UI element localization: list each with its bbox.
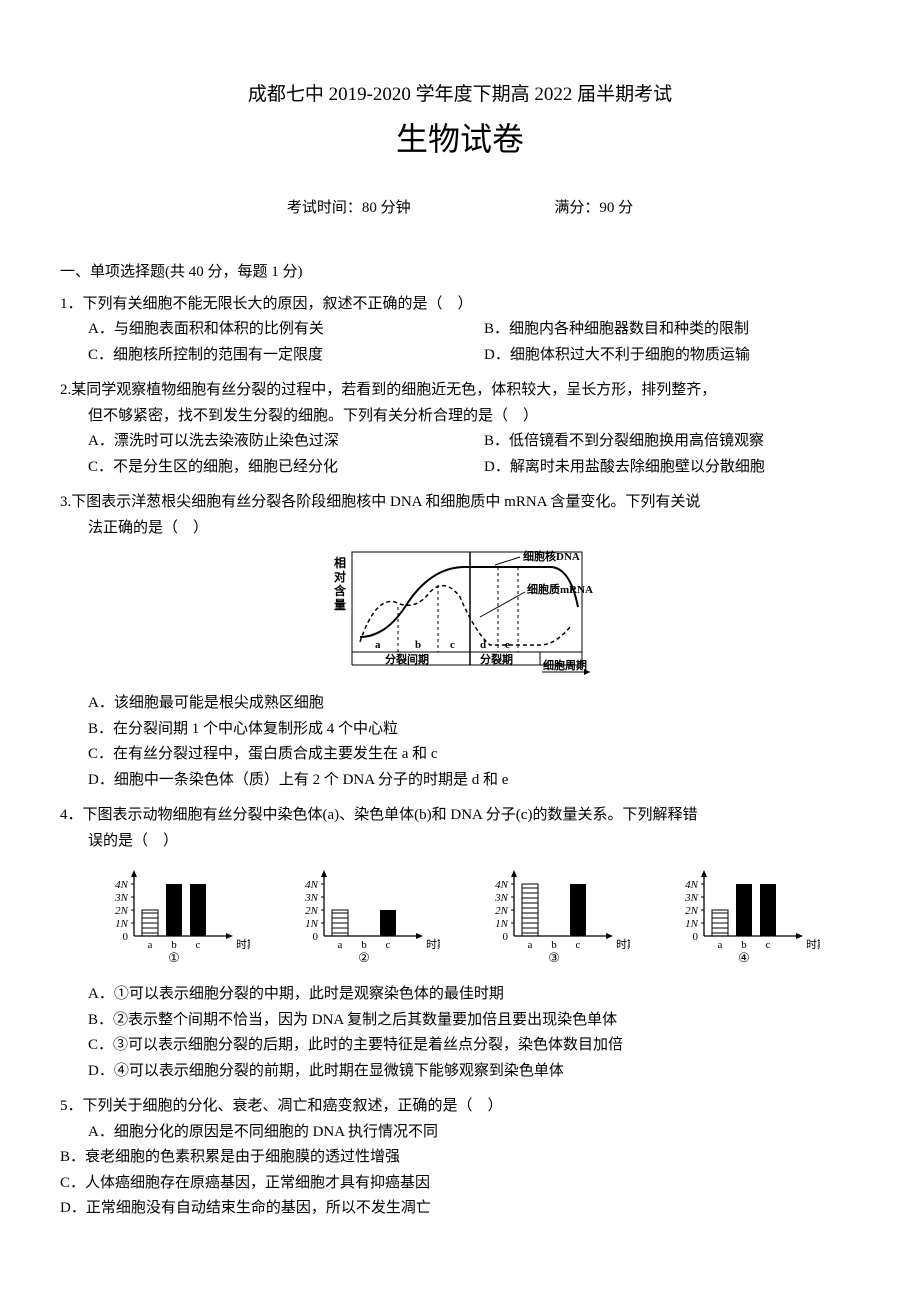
svg-text:0: 0 bbox=[503, 931, 509, 943]
svg-text:a: a bbox=[148, 939, 153, 951]
svg-text:4N: 4N bbox=[685, 879, 699, 891]
question-2: 2.某同学观察植物细胞有丝分裂的过程中，若看到的细胞近无色，体积较大，呈长方形，… bbox=[60, 378, 860, 480]
q1-stem: 1．下列有关细胞不能无限长大的原因，叙述不正确的是（ ） bbox=[60, 292, 860, 318]
q3-option-a: A．该细胞最可能是根尖成熟区细胞 bbox=[88, 691, 860, 717]
q1-option-a: A．与细胞表面积和体积的比例有关 bbox=[88, 317, 464, 343]
q1-option-b: B．细胞内各种细胞器数目和种类的限制 bbox=[484, 317, 860, 343]
svg-text:3N: 3N bbox=[684, 892, 699, 904]
q2-option-b: B．低倍镜看不到分裂细胞换用高倍镜观察 bbox=[484, 429, 860, 455]
svg-text:e: e bbox=[505, 639, 510, 651]
q3-option-b: B．在分裂间期 1 个中心体复制形成 4 个中心粒 bbox=[88, 717, 860, 743]
q1-option-c: C．细胞核所控制的范围有一定限度 bbox=[88, 343, 464, 369]
question-4: 4．下图表示动物细胞有丝分裂中染色体(a)、染色单体(b)和 DNA 分子(c)… bbox=[60, 803, 860, 1084]
question-3: 3.下图表示洋葱根尖细胞有丝分裂各阶段细胞核中 DNA 和细胞质中 mRNA 含… bbox=[60, 490, 860, 793]
svg-text:3N: 3N bbox=[304, 892, 319, 904]
fig3-interphase: 分裂间期 bbox=[385, 652, 429, 666]
svg-text:4N: 4N bbox=[115, 879, 129, 891]
q4-stem: 4．下图表示动物细胞有丝分裂中染色体(a)、染色单体(b)和 DNA 分子(c)… bbox=[60, 803, 860, 829]
q5-option-d: D．正常细胞没有自动结束生命的基因，所以不发生凋亡 bbox=[60, 1196, 860, 1222]
full-score: 满分：90 分 bbox=[554, 196, 633, 220]
mini-bar-chart: 4N3N2N1N0abc时期④ bbox=[670, 864, 820, 972]
svg-text:时期: 时期 bbox=[236, 938, 250, 951]
svg-text:a: a bbox=[338, 939, 343, 951]
svg-text:②: ② bbox=[358, 950, 370, 964]
fig3-ylabel: 相对含量 bbox=[334, 555, 347, 612]
svg-text:1N: 1N bbox=[305, 918, 319, 930]
main-title: 生物试卷 bbox=[60, 114, 860, 165]
svg-text:③: ③ bbox=[548, 950, 560, 964]
svg-text:0: 0 bbox=[313, 931, 319, 943]
mini-bar-chart: 4N3N2N1N0abc时期③ bbox=[480, 864, 630, 972]
title-line: 成都七中 2019-2020 学年度下期高 2022 届半期考试 bbox=[60, 80, 860, 110]
fig3-mrna-label: 细胞质mRNA bbox=[527, 582, 593, 596]
q4-figure-row: 4N3N2N1N0abc时期①4N3N2N1N0abc时期②4N3N2N1N0a… bbox=[60, 860, 860, 976]
svg-text:c: c bbox=[196, 939, 201, 951]
exam-meta: 考试时间：80 分钟 满分：90 分 bbox=[60, 196, 860, 220]
svg-text:c: c bbox=[766, 939, 771, 951]
svg-text:3N: 3N bbox=[114, 892, 129, 904]
svg-text:2N: 2N bbox=[115, 905, 129, 917]
svg-text:a: a bbox=[375, 639, 381, 651]
svg-text:c: c bbox=[576, 939, 581, 951]
svg-text:b: b bbox=[415, 639, 421, 651]
svg-text:2N: 2N bbox=[495, 905, 509, 917]
q3-cont: 法正确的是（ ） bbox=[60, 516, 860, 542]
q5-stem: 5．下列关于细胞的分化、衰老、凋亡和癌变叙述，正确的是（ ） bbox=[60, 1094, 860, 1120]
svg-text:a: a bbox=[718, 939, 723, 951]
q3-option-c: C．在有丝分裂过程中，蛋白质合成主要发生在 a 和 c bbox=[88, 742, 860, 768]
svg-text:时期: 时期 bbox=[616, 938, 630, 951]
question-1: 1．下列有关细胞不能无限长大的原因，叙述不正确的是（ ） A．与细胞表面积和体积… bbox=[60, 292, 860, 369]
q4-option-a: A．①可以表示细胞分裂的中期，此时是观察染色体的最佳时期 bbox=[88, 982, 860, 1008]
svg-text:1N: 1N bbox=[115, 918, 129, 930]
question-5: 5．下列关于细胞的分化、衰老、凋亡和癌变叙述，正确的是（ ） A．细胞分化的原因… bbox=[60, 1094, 860, 1222]
q2-cont: 但不够紧密，找不到发生分裂的细胞。下列有关分析合理的是（ ） bbox=[60, 404, 860, 430]
fig3-dna-label: 细胞核DNA bbox=[523, 549, 580, 563]
svg-text:1N: 1N bbox=[495, 918, 509, 930]
q4-option-b: B．②表示整个间期不恰当，因为 DNA 复制之后其数量要加倍且要出现染色单体 bbox=[88, 1008, 860, 1034]
svg-text:a: a bbox=[528, 939, 533, 951]
svg-text:0: 0 bbox=[693, 931, 699, 943]
q1-option-d: D．细胞体积过大不利于细胞的物质运输 bbox=[484, 343, 860, 369]
svg-text:0: 0 bbox=[123, 931, 129, 943]
q5-option-c: C．人体癌细胞存在原癌基因，正常细胞才具有抑癌基因 bbox=[60, 1171, 860, 1197]
svg-text:c: c bbox=[386, 939, 391, 951]
svg-text:d: d bbox=[480, 639, 486, 651]
q2-option-c: C．不是分生区的细胞，细胞已经分化 bbox=[88, 455, 464, 481]
svg-text:④: ④ bbox=[738, 950, 750, 964]
svg-text:1N: 1N bbox=[685, 918, 699, 930]
svg-text:时期: 时期 bbox=[426, 938, 440, 951]
mini-bar-chart: 4N3N2N1N0abc时期① bbox=[100, 864, 250, 972]
q4-cont: 误的是（ ） bbox=[60, 829, 860, 855]
svg-text:c: c bbox=[450, 639, 455, 651]
svg-text:4N: 4N bbox=[305, 879, 319, 891]
q4-option-d: D．④可以表示细胞分裂的前期，此时期在显微镜下能够观察到染色单体 bbox=[88, 1059, 860, 1085]
svg-text:3N: 3N bbox=[494, 892, 509, 904]
svg-text:时期: 时期 bbox=[806, 938, 820, 951]
section-header: 一、单项选择题(共 40 分，每题 1 分) bbox=[60, 260, 860, 284]
fig3-mitosis: 分裂期 bbox=[480, 652, 513, 666]
q3-option-d: D．细胞中一条染色体（质）上有 2 个 DNA 分子的时期是 d 和 e bbox=[88, 768, 860, 794]
svg-text:①: ① bbox=[168, 950, 180, 964]
q4-option-c: C．③可以表示细胞分裂的后期，此时的主要特征是着丝点分裂，染色体数目加倍 bbox=[88, 1033, 860, 1059]
exam-time: 考试时间：80 分钟 bbox=[287, 196, 411, 220]
mini-bar-chart: 4N3N2N1N0abc时期② bbox=[290, 864, 440, 972]
svg-text:2N: 2N bbox=[685, 905, 699, 917]
q2-stem: 2.某同学观察植物细胞有丝分裂的过程中，若看到的细胞近无色，体积较大，呈长方形，… bbox=[60, 378, 860, 404]
q3-stem: 3.下图表示洋葱根尖细胞有丝分裂各阶段细胞核中 DNA 和细胞质中 mRNA 含… bbox=[60, 490, 860, 516]
q3-figure: 相对含量 细胞核DNA 细胞质mRNA a b c d e bbox=[60, 547, 860, 685]
q5-option-a: A．细胞分化的原因是不同细胞的 DNA 执行情况不同 bbox=[88, 1120, 860, 1146]
q2-option-d: D．解离时未用盐酸去除细胞壁以分散细胞 bbox=[484, 455, 860, 481]
q2-option-a: A．漂洗时可以洗去染液防止染色过深 bbox=[88, 429, 464, 455]
svg-text:4N: 4N bbox=[495, 879, 509, 891]
fig3-cycle: 细胞周期 bbox=[543, 658, 587, 672]
q5-option-b: B．衰老细胞的色素积累是由于细胞膜的透过性增强 bbox=[60, 1145, 860, 1171]
svg-text:2N: 2N bbox=[305, 905, 319, 917]
